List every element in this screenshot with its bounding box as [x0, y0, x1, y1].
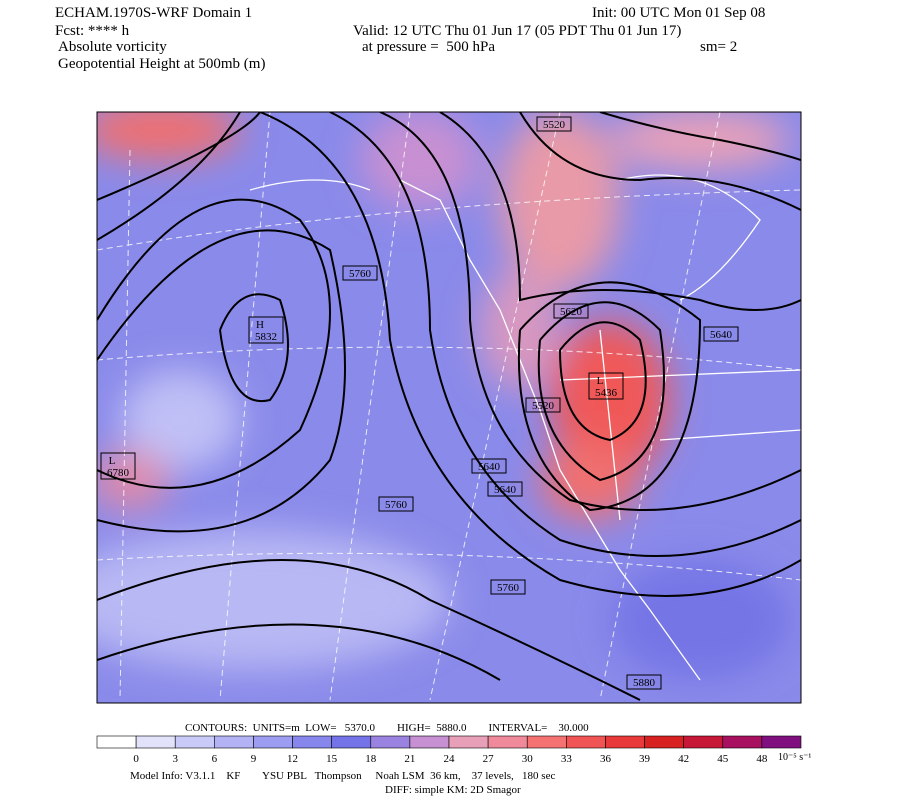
contour-label: 5760: [497, 582, 520, 594]
contour-label: 5436: [595, 387, 618, 399]
valid-time: Valid: 12 UTC Thu 01 Jun 17 (05 PDT Thu …: [353, 23, 681, 39]
contour-label: 5640: [710, 329, 733, 341]
contour-label: 5640: [494, 484, 517, 496]
colorbar-label: 45: [717, 753, 729, 765]
contour-label-box: [536, 116, 572, 132]
model-title: ECHAM.1970S-WRF Domain 1: [55, 5, 252, 21]
contour-label: 5520: [543, 119, 566, 131]
colorbar-swatch: [135, 735, 176, 749]
contour-label-box: [342, 265, 378, 281]
smoothing: sm= 2: [700, 39, 737, 55]
colorbar-label: 48: [756, 753, 768, 765]
colorbar-label: 12: [287, 753, 298, 765]
contour-label-box: [626, 674, 662, 690]
pressure-level: at pressure = 500 hPa: [362, 39, 495, 55]
contour-label-box: [490, 579, 526, 595]
colorbar-label: 0: [133, 753, 139, 765]
contour-label: 6780: [107, 467, 130, 479]
colorbar-label: 30: [522, 753, 534, 765]
colorbar-swatch: [605, 735, 645, 749]
contour-label-box: [471, 458, 507, 474]
colorbar-swatch: [722, 735, 763, 749]
colorbar-label: 33: [561, 753, 573, 765]
contour-labels: 55205760H583256205640L5436552056405640L6…: [100, 116, 739, 690]
contour-label: 5520: [532, 400, 555, 412]
colorbar-swatch: [253, 735, 293, 749]
forecast: Fcst: **** h: [55, 23, 130, 39]
map-frame: [96, 111, 802, 704]
contour-label: 5760: [385, 499, 408, 511]
colorbar-label: 39: [639, 753, 651, 765]
lat-lon-grid: [97, 112, 801, 701]
colorbar-label: 9: [251, 753, 257, 765]
colorbar-swatch: [370, 735, 411, 749]
contour-label: 5880: [633, 677, 656, 689]
colorbar-label: 6: [212, 753, 218, 765]
field-name: Geopotential Height at 500mb (m): [58, 56, 265, 72]
colorbar-swatch: [331, 735, 372, 749]
contour-label-box: [588, 372, 624, 400]
contour-label: 5620: [560, 306, 583, 318]
colorbar-swatch: [409, 735, 450, 749]
diff-info: DIFF: simple KM: 2D Smagor: [385, 784, 521, 796]
colorbar-label: 18: [365, 753, 377, 765]
init-time: Init: 00 UTC Mon 01 Sep 08: [592, 5, 765, 21]
colorbar-swatch: [292, 735, 332, 749]
contour-label: 5640: [478, 461, 501, 473]
colorbar-swatch: [214, 735, 254, 749]
contour-label-box: [100, 452, 136, 480]
colorbar-swatch: [96, 735, 137, 749]
colorbar-label: 15: [326, 753, 338, 765]
contour-label: 5760: [349, 268, 372, 280]
contour-label-box: [378, 496, 414, 512]
colorbar-label: 3: [172, 753, 178, 765]
pressure-center: H: [256, 319, 264, 331]
pressure-center: L: [597, 375, 604, 387]
map-area: 55205760H583256205640L5436552056405640L6…: [97, 112, 801, 703]
colorbar-swatch: [448, 735, 489, 749]
colorbar-swatch: [174, 735, 215, 749]
vorticity-field: [97, 112, 790, 680]
colorbar: 0 3 6 9 12 15 18 21 24 27 30 33 36 39 42 45 48 10⁻⁵ s⁻¹: [96, 735, 811, 765]
colorbar-swatch: [761, 735, 802, 749]
contour-label-box: [525, 397, 561, 413]
colorbar-label: 24: [444, 753, 456, 765]
contour-label-box: [248, 316, 284, 344]
model-info: Model Info: V3.1.1 KF YSU PBL Thompson N…: [130, 770, 555, 782]
colorbar-swatch: [487, 735, 528, 749]
contour-info: CONTOURS: UNITS=m LOW= 5370.0 HIGH= 5880…: [185, 722, 589, 734]
field-name: Absolute vorticity: [58, 39, 167, 55]
colorbar-unit: 10⁻⁵ s⁻¹: [778, 752, 811, 763]
colorbar-label: 27: [483, 753, 495, 765]
pressure-center: L: [109, 455, 116, 467]
colorbar-label: 42: [678, 753, 689, 765]
colorbar-swatch: [526, 735, 567, 749]
height-contours: [97, 112, 801, 701]
contour-label-box: [487, 481, 523, 497]
coastlines: [249, 174, 801, 681]
colorbar-label: 36: [600, 753, 612, 765]
contour-label: 5832: [255, 331, 277, 343]
contour-label-box: [553, 303, 589, 319]
contour-label-box: [703, 326, 739, 342]
colorbar-label: 21: [404, 753, 415, 765]
colorbar-swatch: [683, 735, 724, 749]
colorbar-swatch: [644, 735, 684, 749]
colorbar-swatch: [566, 735, 606, 749]
